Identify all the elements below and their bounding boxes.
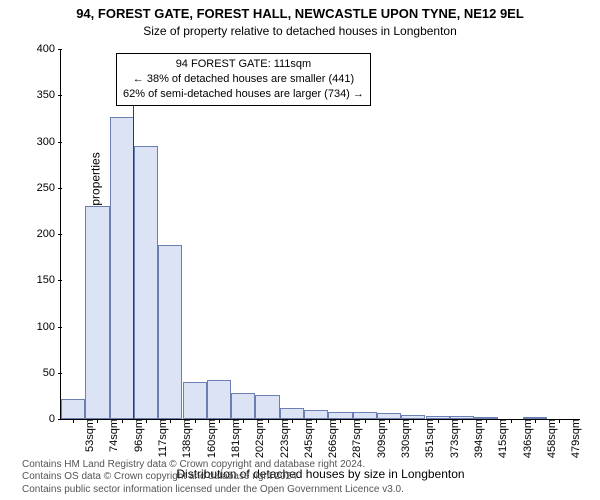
x-tick: 138sqm xyxy=(175,419,193,458)
x-tick: 436sqm xyxy=(516,419,534,458)
credit-line-2: Contains OS data © Crown copyright and d… xyxy=(22,471,404,484)
x-tick-mark xyxy=(122,419,123,423)
x-tick-mark xyxy=(316,419,317,423)
y-tick: 350 xyxy=(37,89,61,101)
y-tick: 0 xyxy=(49,413,61,425)
x-tick-mark xyxy=(438,419,439,423)
callout-box: 94 FOREST GATE: 111sqm ← 38% of detached… xyxy=(116,53,371,106)
x-tick: 266sqm xyxy=(321,419,339,458)
y-tick: 400 xyxy=(37,43,61,55)
x-tick-mark xyxy=(170,419,171,423)
x-tick-mark xyxy=(146,419,147,423)
x-tick-mark xyxy=(511,419,512,423)
histogram-bar xyxy=(353,412,377,419)
histogram-bar xyxy=(231,393,255,419)
x-tick-mark xyxy=(219,419,220,423)
histogram-bar xyxy=(110,117,134,419)
y-tick: 100 xyxy=(37,321,61,333)
histogram-bar xyxy=(207,380,231,419)
credit-line-3: Contains public sector information licen… xyxy=(22,484,404,497)
x-tick-mark xyxy=(268,419,269,423)
property-indicator-line xyxy=(133,60,134,419)
x-tick: 458sqm xyxy=(540,419,558,458)
histogram-bar xyxy=(183,382,207,419)
y-tick: 50 xyxy=(43,367,61,379)
x-tick-mark xyxy=(486,419,487,423)
x-tick-mark xyxy=(73,419,74,423)
histogram-bar xyxy=(134,146,158,419)
x-tick-mark xyxy=(195,419,196,423)
x-tick-mark xyxy=(340,419,341,423)
y-tick: 200 xyxy=(37,228,61,240)
x-tick: 394sqm xyxy=(467,419,485,458)
x-tick: 415sqm xyxy=(491,419,509,458)
callout-line-1: 94 FOREST GATE: 111sqm xyxy=(123,57,364,72)
x-tick-mark xyxy=(389,419,390,423)
y-tick: 300 xyxy=(37,136,61,148)
x-tick: 202sqm xyxy=(248,419,266,458)
x-tick-mark xyxy=(243,419,244,423)
x-tick-mark xyxy=(97,419,98,423)
histogram-bar xyxy=(280,408,304,419)
x-tick: 160sqm xyxy=(200,419,218,458)
x-tick: 287sqm xyxy=(345,419,363,458)
histogram-bar xyxy=(304,410,328,419)
x-tick: 181sqm xyxy=(224,419,242,458)
x-tick: 479sqm xyxy=(564,419,582,458)
x-tick: 117sqm xyxy=(151,419,169,457)
x-tick: 309sqm xyxy=(370,419,388,458)
histogram-bar xyxy=(85,206,109,419)
x-tick-mark xyxy=(462,419,463,423)
x-tick-mark xyxy=(292,419,293,423)
histogram-bar xyxy=(328,412,352,419)
x-tick: 53sqm xyxy=(78,419,96,452)
x-tick-mark xyxy=(413,419,414,423)
y-tick: 250 xyxy=(37,182,61,194)
x-tick-mark xyxy=(535,419,536,423)
y-tick: 150 xyxy=(37,274,61,286)
x-tick: 330sqm xyxy=(394,419,412,458)
x-tick-mark xyxy=(559,419,560,423)
credit-line-1: Contains HM Land Registry data © Crown c… xyxy=(22,459,404,472)
histogram-bar xyxy=(255,395,279,419)
x-tick: 245sqm xyxy=(297,419,315,458)
x-tick: 223sqm xyxy=(273,419,291,458)
chart-title-main: 94, FOREST GATE, FOREST HALL, NEWCASTLE … xyxy=(0,6,600,21)
credit-text: Contains HM Land Registry data © Crown c… xyxy=(22,459,404,497)
histogram-bar xyxy=(61,399,85,419)
callout-line-2: ← 38% of detached houses are smaller (44… xyxy=(123,72,364,87)
chart-title-sub: Size of property relative to detached ho… xyxy=(0,24,600,38)
x-tick-mark xyxy=(365,419,366,423)
x-tick: 96sqm xyxy=(127,419,145,452)
histogram-bar xyxy=(158,245,182,419)
x-tick: 373sqm xyxy=(443,419,461,458)
x-tick: 74sqm xyxy=(102,419,120,452)
callout-line-3: 62% of semi-detached houses are larger (… xyxy=(123,87,364,102)
x-tick: 351sqm xyxy=(418,419,436,458)
